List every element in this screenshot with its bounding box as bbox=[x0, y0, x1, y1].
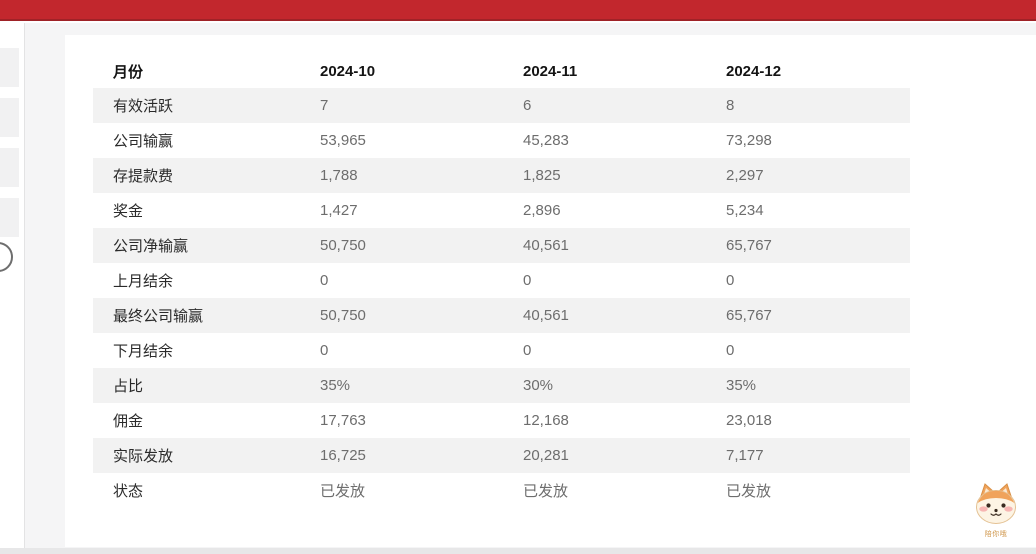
column-header-month: 月份 bbox=[113, 64, 144, 81]
value-2024-10: 0 bbox=[320, 272, 329, 289]
table-row: 上月结余 0 0 0 bbox=[93, 263, 910, 298]
table-row: 奖金 1,427 2,896 5,234 bbox=[93, 193, 910, 228]
value-2024-10: 35% bbox=[320, 377, 351, 394]
value-2024-11: 0 bbox=[523, 342, 532, 359]
value-2024-10: 17,763 bbox=[320, 412, 366, 429]
column-header-2024-10: 2024-10 bbox=[320, 63, 376, 80]
value-2024-12: 0 bbox=[726, 272, 735, 289]
value-2024-11: 40,561 bbox=[523, 307, 569, 324]
table-row: 佣金 17,763 12,168 23,018 bbox=[93, 403, 910, 438]
value-2024-12: 5,234 bbox=[726, 202, 764, 219]
value-2024-10: 1,788 bbox=[320, 167, 358, 184]
value-2024-10: 已发放 bbox=[320, 483, 366, 500]
value-2024-10: 1,427 bbox=[320, 202, 358, 219]
row-label: 最终公司输赢 bbox=[113, 308, 204, 325]
value-2024-10: 50,750 bbox=[320, 307, 366, 324]
value-2024-12: 65,767 bbox=[726, 307, 772, 324]
row-label: 奖金 bbox=[113, 203, 144, 220]
value-2024-11: 40,561 bbox=[523, 237, 569, 254]
value-2024-10: 53,965 bbox=[320, 132, 366, 149]
row-label: 状态 bbox=[113, 483, 144, 500]
value-2024-12: 35% bbox=[726, 377, 757, 394]
value-2024-12: 已发放 bbox=[726, 483, 772, 500]
row-label: 佣金 bbox=[113, 413, 144, 430]
table-row: 占比 35% 30% 35% bbox=[93, 368, 910, 403]
value-2024-10: 16,725 bbox=[320, 447, 366, 464]
value-2024-11: 12,168 bbox=[523, 412, 569, 429]
table-row: 有效活跃 7 6 8 bbox=[93, 88, 910, 123]
value-2024-10: 50,750 bbox=[320, 237, 366, 254]
row-label: 下月结余 bbox=[113, 343, 174, 360]
value-2024-12: 8 bbox=[726, 97, 735, 114]
value-2024-10: 7 bbox=[320, 97, 329, 114]
row-label: 存提款费 bbox=[113, 168, 174, 185]
value-2024-11: 1,825 bbox=[523, 167, 561, 184]
value-2024-11: 45,283 bbox=[523, 132, 569, 149]
underlying-table-row bbox=[0, 198, 19, 237]
row-label: 实际发放 bbox=[113, 448, 174, 465]
value-2024-11: 2,896 bbox=[523, 202, 561, 219]
row-label: 上月结余 bbox=[113, 273, 174, 290]
row-label: 占比 bbox=[113, 378, 144, 395]
value-2024-12: 7,177 bbox=[726, 447, 764, 464]
value-2024-11: 0 bbox=[523, 272, 532, 289]
value-2024-11: 6 bbox=[523, 97, 532, 114]
column-header-2024-11: 2024-11 bbox=[523, 63, 578, 80]
table-header-row: 月份 2024-10 2024-11 2024-12 bbox=[93, 55, 910, 88]
table-row: 下月结余 0 0 0 bbox=[93, 333, 910, 368]
shiba-mascot-widget[interactable]: 陪你哦 bbox=[970, 483, 1022, 539]
value-2024-12: 23,018 bbox=[726, 412, 772, 429]
page-background: 月份 2024-10 2024-11 2024-12 有效活跃 7 6 8 公司… bbox=[0, 23, 1036, 554]
table-row: 最终公司输赢 50,750 40,561 65,767 bbox=[93, 298, 910, 333]
value-2024-11: 已发放 bbox=[523, 483, 569, 500]
underlying-table-row bbox=[0, 148, 19, 187]
value-2024-11: 20,281 bbox=[523, 447, 569, 464]
underlying-table-row bbox=[0, 48, 19, 87]
value-2024-12: 73,298 bbox=[726, 132, 772, 149]
table-row: 实际发放 16,725 20,281 7,177 bbox=[93, 438, 910, 473]
mascot-caption: 陪你哦 bbox=[984, 531, 1008, 538]
value-2024-12: 65,767 bbox=[726, 237, 772, 254]
bottom-divider bbox=[0, 548, 1036, 554]
report-card: 月份 2024-10 2024-11 2024-12 有效活跃 7 6 8 公司… bbox=[65, 35, 1036, 547]
underlying-page-sliver bbox=[0, 23, 25, 554]
table-row: 存提款费 1,788 1,825 2,297 bbox=[93, 158, 910, 193]
underlying-table-row bbox=[0, 98, 19, 137]
table-body: 有效活跃 7 6 8 公司输赢 53,965 45,283 73,298 存提款… bbox=[93, 88, 910, 508]
shiba-dog-icon bbox=[973, 483, 1019, 529]
row-label: 公司输赢 bbox=[113, 133, 174, 150]
table-row: 公司输赢 53,965 45,283 73,298 bbox=[93, 123, 910, 158]
row-label: 公司净输赢 bbox=[113, 238, 189, 255]
table-row: 状态 已发放 已发放 已发放 bbox=[93, 473, 910, 508]
column-header-2024-12: 2024-12 bbox=[726, 63, 782, 80]
value-2024-11: 30% bbox=[523, 377, 554, 394]
top-app-bar bbox=[0, 0, 1036, 21]
monthly-report-table: 月份 2024-10 2024-11 2024-12 有效活跃 7 6 8 公司… bbox=[93, 55, 910, 508]
row-label: 有效活跃 bbox=[113, 98, 174, 115]
table-row: 公司净输赢 50,750 40,561 65,767 bbox=[93, 228, 910, 263]
value-2024-12: 0 bbox=[726, 342, 735, 359]
value-2024-10: 0 bbox=[320, 342, 329, 359]
value-2024-12: 2,297 bbox=[726, 167, 764, 184]
